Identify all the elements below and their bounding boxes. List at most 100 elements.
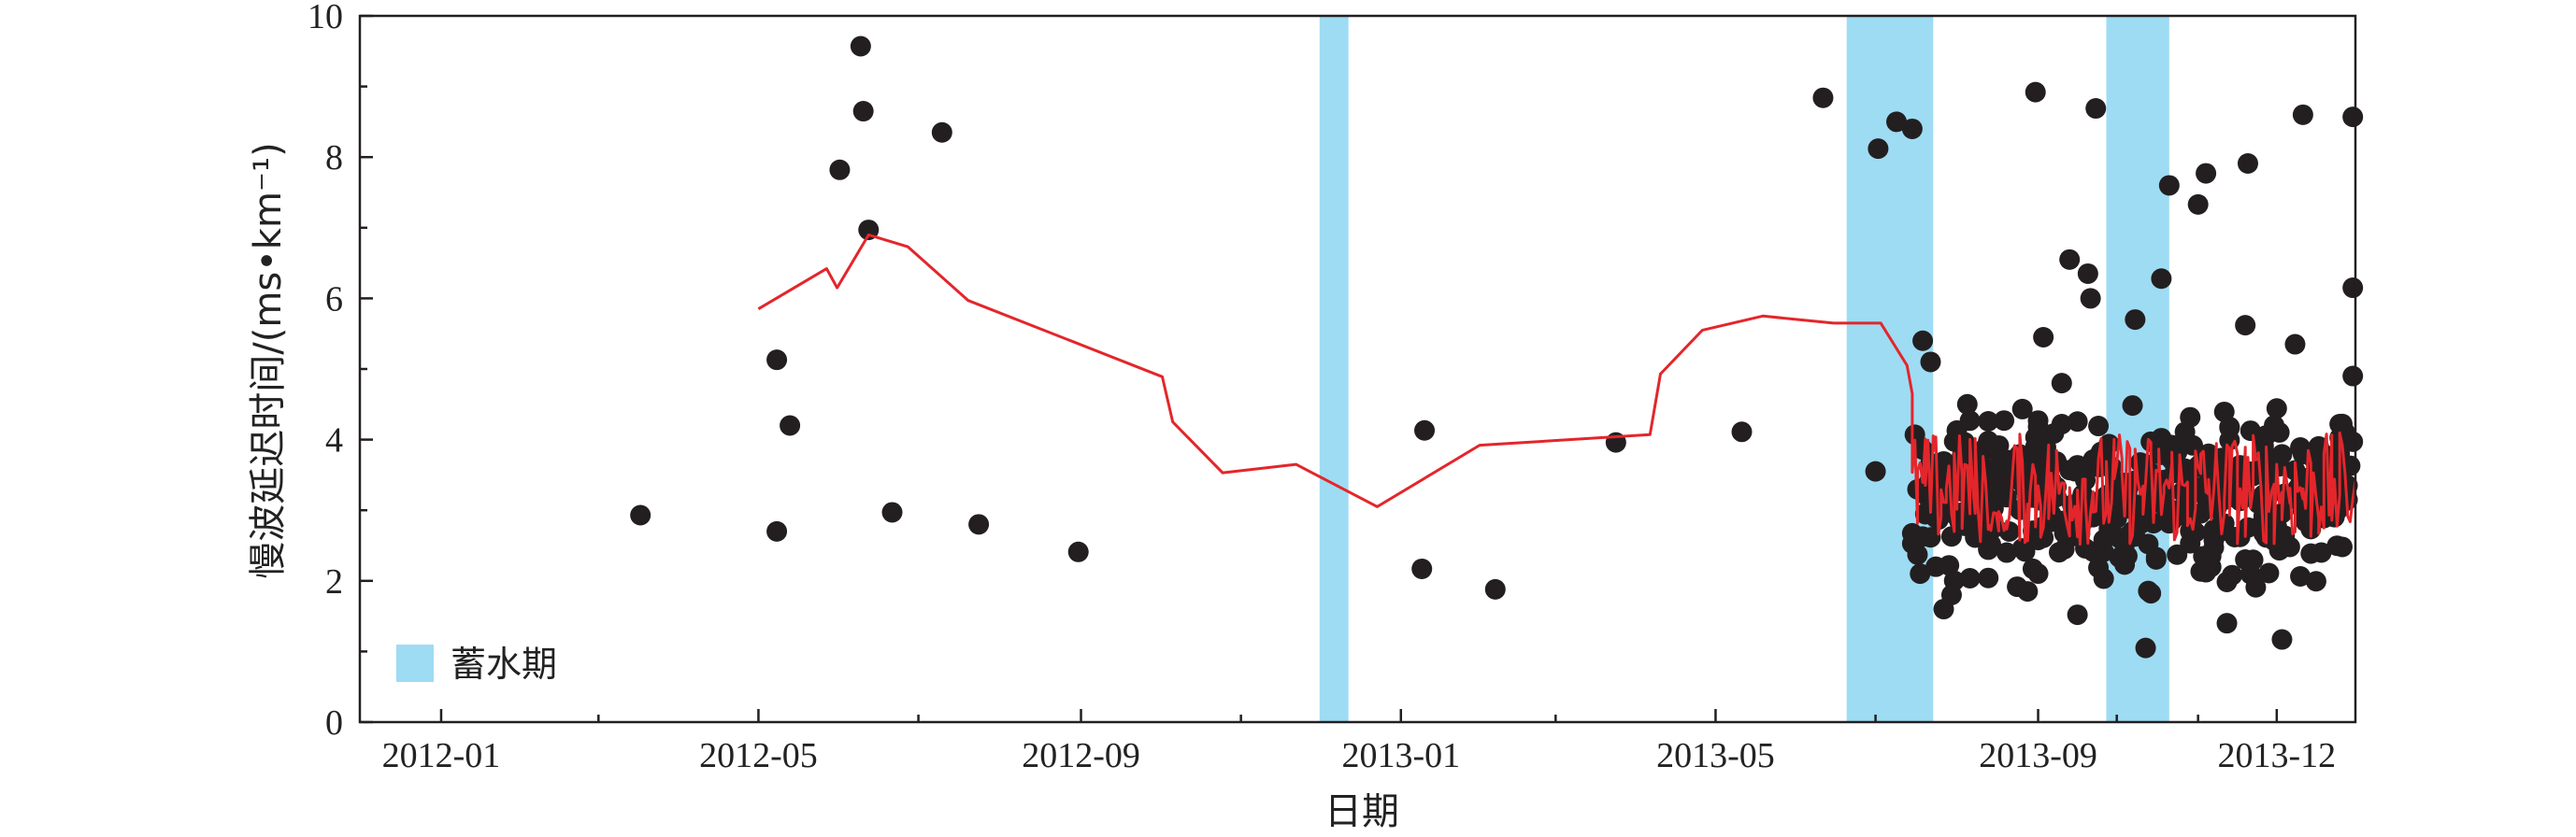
y-axis-title: 慢波延迟时间/(ms•km⁻¹) xyxy=(247,142,290,578)
data-point xyxy=(2080,288,2101,309)
y-tick-label: 4 xyxy=(325,421,343,461)
data-point xyxy=(766,520,788,542)
x-tick-label: 2013-01 xyxy=(1341,736,1460,775)
data-point xyxy=(2271,629,2293,650)
data-point xyxy=(1978,431,1999,452)
data-point xyxy=(2235,548,2256,570)
data-point xyxy=(1994,410,2015,432)
data-point xyxy=(1985,457,2007,478)
legend: 蓄水期 xyxy=(396,644,557,685)
data-point xyxy=(2022,558,2043,579)
x-axis-title: 日期 xyxy=(1324,790,1399,833)
data-point xyxy=(931,121,952,143)
data-point xyxy=(2088,416,2110,437)
data-point xyxy=(2114,554,2136,575)
data-point xyxy=(1978,410,1999,432)
data-point xyxy=(2196,561,2217,583)
data-point xyxy=(2151,428,2172,449)
data-point xyxy=(1910,563,1931,585)
data-point xyxy=(2342,365,2364,387)
reservoir-period-band xyxy=(1319,16,1349,722)
data-point xyxy=(2290,565,2311,587)
data-point xyxy=(2329,414,2351,435)
trend-line xyxy=(757,233,2357,546)
data-point xyxy=(2027,416,2049,437)
data-point xyxy=(2017,581,2039,603)
data-point xyxy=(2326,535,2348,557)
data-point xyxy=(852,101,874,122)
data-point xyxy=(2040,511,2062,532)
data-point xyxy=(2048,542,2069,563)
data-point xyxy=(1978,539,1999,560)
data-point xyxy=(968,514,990,535)
data-point xyxy=(1920,351,1941,373)
data-point xyxy=(2216,613,2238,634)
data-point xyxy=(2193,546,2214,567)
data-point xyxy=(2077,262,2098,284)
x-tick-label: 2013-09 xyxy=(1979,736,2097,775)
x-tick-label: 2012-09 xyxy=(1022,736,1140,775)
data-point xyxy=(2219,418,2240,439)
data-point xyxy=(2035,437,2056,459)
data-point xyxy=(2235,315,2256,336)
data-point xyxy=(1959,568,1981,589)
data-point xyxy=(2033,326,2054,348)
reservoir-period-bands xyxy=(1319,16,2169,722)
data-point xyxy=(881,502,903,523)
data-point xyxy=(1414,419,1436,441)
data-point xyxy=(1812,87,1834,108)
data-point xyxy=(850,35,871,57)
data-point xyxy=(1865,461,1886,482)
data-point xyxy=(2222,564,2243,586)
legend-label: 蓄水期 xyxy=(451,644,557,685)
data-point xyxy=(1925,556,1947,577)
data-point xyxy=(2266,531,2287,552)
data-point xyxy=(2180,532,2201,554)
data-point xyxy=(2240,420,2261,442)
trend-line-series xyxy=(757,233,2357,546)
data-point xyxy=(2342,277,2364,299)
data-point xyxy=(2292,104,2313,125)
data-point xyxy=(2011,398,2033,419)
reservoir-period-band xyxy=(2106,16,2169,722)
data-point xyxy=(1912,330,1934,351)
data-point xyxy=(2067,604,2088,626)
data-point xyxy=(2033,527,2054,548)
data-point xyxy=(1886,111,1908,133)
data-point xyxy=(2135,637,2156,659)
y-tick-label: 6 xyxy=(325,279,343,319)
x-tick-label: 2013-05 xyxy=(1656,736,1775,775)
data-point xyxy=(2264,449,2285,471)
data-point xyxy=(2085,98,2107,120)
data-point xyxy=(1996,542,2017,563)
legend-swatch xyxy=(396,645,434,682)
data-point xyxy=(1920,527,1941,548)
y-tick-label: 8 xyxy=(325,138,343,177)
data-point xyxy=(1904,424,1925,446)
data-point xyxy=(2075,537,2097,559)
data-point xyxy=(780,415,801,436)
data-point xyxy=(2187,193,2209,215)
data-point xyxy=(2167,442,2188,463)
data-point xyxy=(1067,541,1089,562)
data-point xyxy=(2203,519,2225,541)
data-point xyxy=(2237,153,2258,175)
data-point xyxy=(2158,175,2180,196)
y-tick-label: 0 xyxy=(325,703,343,743)
data-point xyxy=(2051,414,2072,435)
data-point xyxy=(2145,546,2167,568)
data-point xyxy=(2182,434,2204,456)
data-point xyxy=(2067,411,2088,433)
data-point xyxy=(2342,106,2364,128)
data-point xyxy=(1959,410,1981,432)
data-point xyxy=(2253,435,2274,457)
data-point xyxy=(2266,398,2287,419)
x-tick-label: 2012-05 xyxy=(699,736,818,775)
data-point xyxy=(2140,583,2162,604)
data-point xyxy=(2258,562,2280,584)
data-point xyxy=(1731,421,1753,443)
data-point xyxy=(2300,543,2322,564)
data-point xyxy=(2342,431,2364,452)
data-point xyxy=(1901,118,1923,139)
